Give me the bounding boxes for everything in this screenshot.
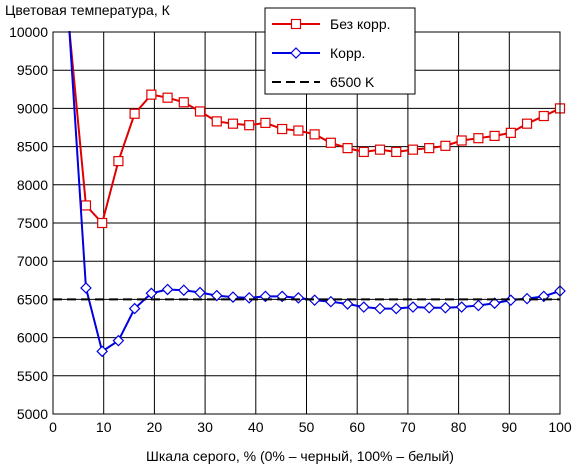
data-point [455, 301, 468, 313]
legend-entry: Корр. [272, 45, 365, 61]
y-tick-label: 5500 [17, 368, 48, 384]
data-point [341, 298, 354, 310]
data-point [260, 117, 271, 129]
data-point [112, 334, 125, 347]
data-point [440, 140, 451, 151]
x-tick-label: 0 [49, 419, 57, 435]
data-point [146, 89, 157, 100]
x-tick-labels: 0 10 20 30 40 50 60 70 80 90 100 [49, 419, 572, 435]
series-group [53, 31, 566, 358]
x-tick-label: 90 [502, 419, 518, 435]
data-point [145, 287, 158, 300]
data-point [211, 116, 222, 127]
data-point [505, 127, 516, 138]
legend: Без корр. Корр. 6500 K [264, 7, 416, 95]
data-point [325, 137, 336, 148]
data-point [407, 301, 419, 313]
x-axis-label: Шкала серого, % (0% – черный, 100% – бел… [146, 448, 454, 464]
x-tick-label: 60 [349, 419, 365, 435]
legend-label: 6500 K [330, 74, 375, 90]
y-tick-label: 5000 [17, 406, 48, 422]
legend-entry: 6500 K [272, 74, 375, 90]
data-point [162, 92, 173, 103]
data-point [290, 47, 302, 59]
data-point [521, 292, 533, 305]
y-tick-labels: 5000 5500 6000 6500 7000 7500 8000 8500 9000 9500… [9, 24, 48, 422]
data-point [113, 156, 124, 167]
x-tick-label: 30 [197, 419, 213, 435]
data-point [472, 299, 485, 312]
y-tick-label: 8000 [17, 177, 48, 193]
data-point [129, 108, 140, 119]
data-point [80, 282, 92, 294]
data-point [423, 301, 436, 314]
series-0 [68, 31, 566, 229]
data-point [177, 284, 190, 297]
y-tick-label: 6000 [17, 330, 48, 346]
y-tick-label: 10000 [9, 24, 48, 40]
data-point [488, 297, 501, 310]
legend-entry: Без корр. [272, 16, 391, 32]
data-point [374, 302, 386, 315]
y-tick-label: 8500 [17, 139, 48, 155]
data-point [342, 143, 353, 154]
data-point [324, 295, 337, 308]
data-point [292, 292, 305, 304]
x-tick-label: 80 [451, 419, 467, 435]
y-tick-label: 7000 [17, 253, 48, 269]
data-point [473, 133, 484, 144]
y-axis-label: Цветовая температура, К [5, 2, 171, 18]
data-point [244, 120, 255, 131]
x-tick-label: 20 [147, 419, 163, 435]
x-tick-label: 50 [299, 419, 315, 435]
data-point [407, 144, 419, 155]
data-point [194, 286, 206, 299]
x-tick-label: 100 [548, 419, 572, 435]
legend-label: Корр. [330, 45, 365, 61]
data-point [277, 123, 288, 135]
y-tick-label: 9000 [17, 100, 48, 116]
data-point [357, 301, 370, 313]
data-point [309, 129, 320, 140]
data-point [227, 118, 239, 129]
data-point [489, 130, 500, 142]
data-point [538, 110, 549, 122]
series-1 [68, 31, 566, 358]
data-point [243, 292, 256, 304]
data-point [178, 97, 189, 108]
data-point [128, 302, 141, 315]
data-point [390, 302, 403, 315]
data-point [227, 291, 239, 303]
x-tick-label: 70 [400, 419, 416, 435]
y-tick-label: 7500 [17, 215, 48, 231]
data-point [521, 118, 533, 129]
data-point [96, 345, 109, 358]
legend-box [264, 7, 416, 95]
data-point [358, 146, 369, 158]
data-point [424, 143, 435, 154]
data-point [439, 301, 452, 314]
x-tick-label: 40 [248, 419, 264, 435]
data-point [80, 200, 92, 211]
data-point [194, 106, 206, 117]
legend-label: Без корр. [330, 16, 391, 32]
data-point [161, 283, 174, 296]
data-point [374, 144, 386, 155]
data-point [293, 125, 304, 136]
data-point [210, 289, 223, 302]
x-tick-label: 10 [96, 419, 112, 435]
y-tick-label: 6500 [17, 291, 48, 307]
data-point [391, 146, 402, 158]
data-point [290, 18, 302, 30]
data-point [456, 135, 467, 146]
y-tick-label: 9500 [17, 62, 48, 78]
data-point [97, 217, 108, 229]
